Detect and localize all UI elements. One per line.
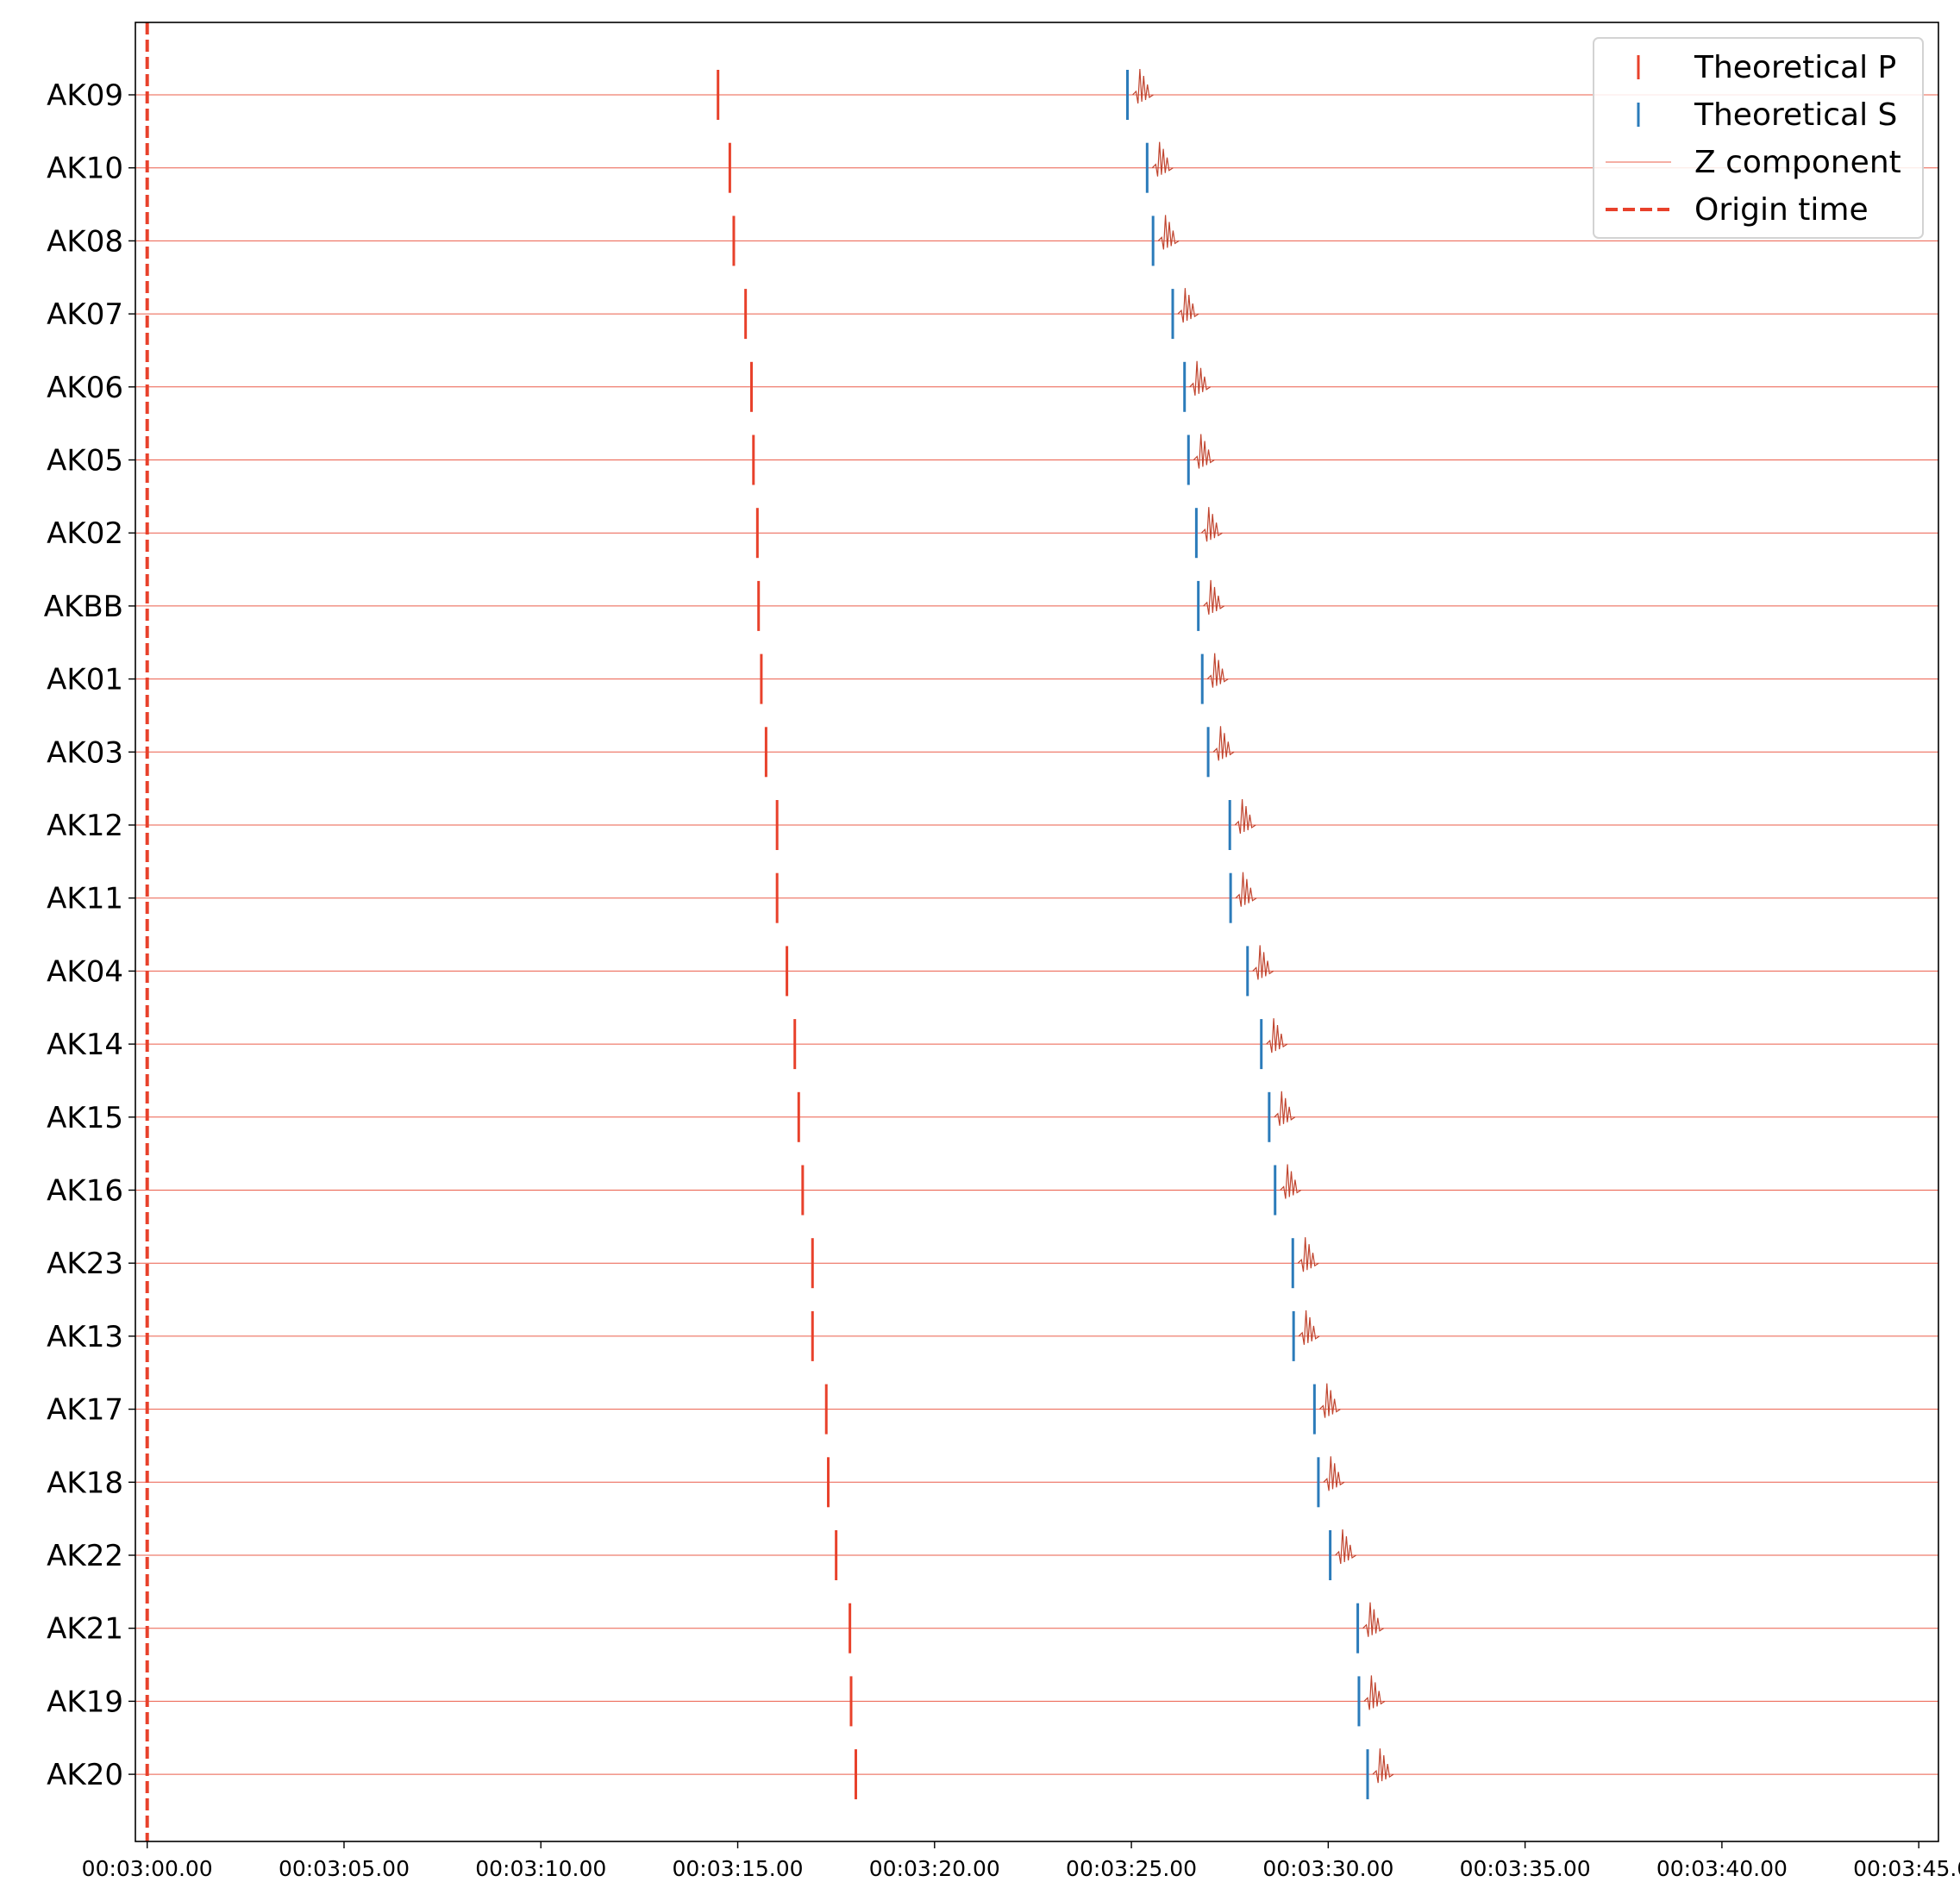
y-tick-label: AK03 (47, 735, 123, 770)
z-wiggle-ak13 (1298, 1310, 1320, 1345)
legend-label: Theoretical P (1694, 50, 1896, 85)
y-tick-label: AK09 (47, 78, 123, 113)
z-wiggle-ak22 (1335, 1529, 1356, 1565)
plot-frame (135, 22, 1939, 1842)
z-wiggle-ak21 (1362, 1602, 1384, 1637)
z-wiggle-ak23 (1297, 1237, 1319, 1272)
z-wiggle-ak20 (1372, 1748, 1394, 1784)
z-wiggle-ak04 (1252, 945, 1274, 980)
y-tick-label: AK11 (47, 882, 123, 916)
y-tick-label: AK17 (47, 1393, 123, 1428)
z-wiggle-ak09 (1132, 68, 1154, 104)
z-wiggle-ak01 (1206, 653, 1229, 688)
x-tick-label: 00:03:10.00 (475, 1856, 606, 1881)
z-wiggle-ak17 (1318, 1383, 1341, 1418)
y-tick-label: AK10 (47, 152, 123, 186)
y-tick-label: AK08 (47, 224, 123, 259)
z-wiggle-ak14 (1266, 1018, 1288, 1053)
z-wiggle-ak16 (1280, 1164, 1302, 1199)
x-tick-label: 00:03:05.00 (279, 1856, 410, 1881)
y-tick-label: AK21 (47, 1612, 123, 1647)
y-tick-label: AK19 (47, 1685, 123, 1719)
y-tick-label: AK14 (47, 1028, 123, 1062)
x-tick-label: 00:03:25.00 (1066, 1856, 1197, 1881)
z-wiggle-ak18 (1323, 1456, 1345, 1491)
z-wiggle-ak02 (1200, 507, 1223, 542)
y-tick-label: AK16 (47, 1174, 123, 1209)
z-wiggle-ak08 (1157, 215, 1180, 250)
z-wiggle-ak19 (1363, 1675, 1386, 1710)
x-tick-label: 00:03:00.00 (82, 1856, 213, 1881)
z-wiggle-ak06 (1189, 360, 1212, 396)
y-tick-label: AK12 (47, 809, 123, 843)
y-tick-label: AK23 (47, 1247, 123, 1281)
y-tick-label: AK18 (47, 1466, 123, 1500)
y-tick-label: AK22 (47, 1539, 123, 1573)
legend-label: Z component (1694, 145, 1901, 180)
y-tick-label: AK07 (47, 297, 123, 332)
z-wiggle-ak07 (1177, 288, 1199, 323)
z-wiggle-ak11 (1235, 872, 1257, 907)
x-tick-label: 00:03:20.00 (869, 1856, 1000, 1881)
y-tick-label: AK02 (47, 516, 123, 551)
y-tick-label: AK01 (47, 663, 123, 697)
x-tick-label: 00:03:45.00 (1853, 1856, 1960, 1881)
x-tick-label: 00:03:40.00 (1656, 1856, 1788, 1881)
z-wiggle-ak03 (1212, 726, 1235, 761)
legend-label: Origin time (1694, 192, 1869, 228)
z-wiggle-akbb (1203, 579, 1225, 615)
legend-box (1593, 37, 1924, 239)
y-tick-label: AK06 (47, 371, 123, 405)
legend-label: Theoretical S (1694, 97, 1897, 133)
x-tick-label: 00:03:35.00 (1460, 1856, 1591, 1881)
x-tick-label: 00:03:15.00 (672, 1856, 803, 1881)
z-wiggle-ak15 (1274, 1091, 1296, 1126)
y-tick-label: AK13 (47, 1320, 123, 1354)
y-tick-label: AKBB (44, 590, 123, 624)
y-tick-label: AK20 (47, 1758, 123, 1792)
x-tick-label: 00:03:30.00 (1262, 1856, 1393, 1881)
y-tick-label: AK15 (47, 1101, 123, 1135)
z-wiggle-ak10 (1151, 141, 1174, 177)
z-wiggle-ak05 (1193, 434, 1215, 469)
y-tick-label: AK05 (47, 444, 123, 478)
z-wiggle-ak12 (1234, 798, 1256, 835)
y-tick-label: AK04 (47, 954, 123, 989)
